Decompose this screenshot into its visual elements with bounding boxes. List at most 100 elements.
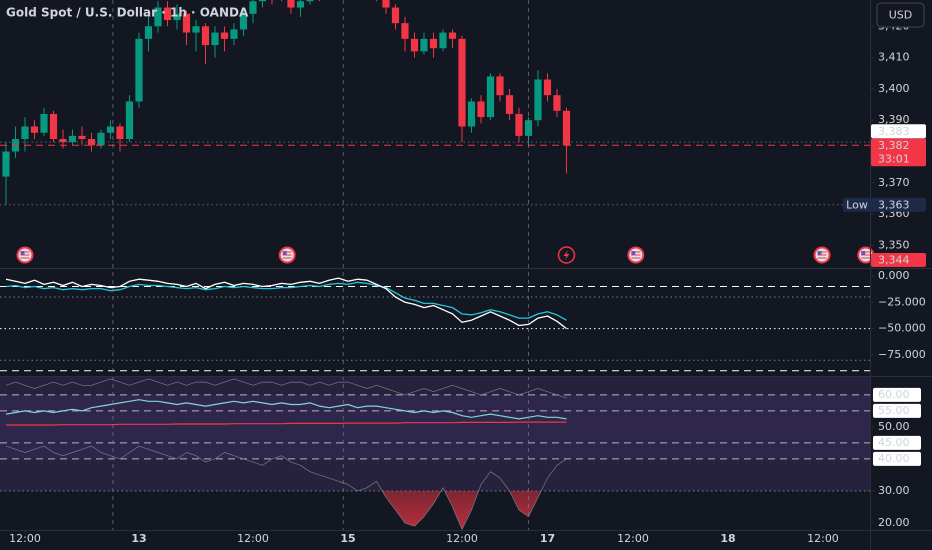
series-line: [5, 277, 567, 330]
x-tick-label: 12:00: [446, 532, 478, 545]
currency-button-frame[interactable]: [876, 2, 925, 28]
price-tag: Low: [846, 198, 868, 211]
x-tick-label: 15: [340, 532, 355, 545]
event-flag-canton: [861, 251, 866, 255]
axes: 3,3503,3603,3703,3803,3903,4003,4103,420…: [9, 19, 926, 545]
candle-body: [458, 38, 466, 127]
candle-body: [382, 0, 390, 8]
candle-body: [106, 126, 115, 133]
event-alert-icon: [563, 250, 570, 260]
chart-title: Gold Spot / U.S. Dollar · 1h · OANDA: [6, 6, 249, 20]
price-tag-box: [843, 197, 871, 212]
y-tick-box: [873, 403, 921, 418]
x-tick-label: 13: [131, 532, 146, 545]
candle-body: [249, 1, 257, 14]
price-label: 3,382: [878, 139, 910, 152]
candle-body: [211, 32, 219, 46]
y-tick-label: 0.000: [878, 269, 910, 282]
candle-body: [543, 79, 552, 96]
series-line: [5, 281, 567, 321]
candle-body: [21, 126, 29, 140]
currency-button[interactable]: USD: [876, 2, 925, 28]
candle-body: [68, 135, 77, 143]
candle-body: [553, 95, 561, 111]
candle-body: [562, 110, 571, 146]
candle-body: [515, 113, 523, 136]
x-tick-label: 12:00: [617, 532, 649, 545]
candle-body: [420, 38, 428, 52]
candle-body: [287, 0, 295, 8]
event-flag-canton: [282, 251, 287, 255]
y-tick-label: 55.00: [878, 404, 910, 417]
plot-area: [0, 0, 875, 530]
y-tick-label: 45.00: [878, 436, 910, 449]
price-label-box: [871, 138, 926, 167]
countdown-label: 33:01: [878, 152, 910, 165]
fill-group: [6, 490, 567, 530]
y-tick-label: −25.000: [878, 295, 926, 308]
y-tick-label: −50.000: [878, 322, 926, 335]
candle-body: [201, 26, 210, 46]
y-tick-label: 3,370: [878, 176, 910, 189]
candle-body: [439, 32, 447, 49]
event-flag-canton: [817, 251, 822, 255]
x-tick-label: 12:00: [9, 532, 41, 545]
candle-body: [220, 32, 229, 39]
candle-body: [410, 38, 419, 52]
candle-body: [30, 126, 39, 133]
price-label-box: [871, 124, 926, 139]
overlay: Gold Spot / U.S. Dollar · 1h · OANDA USD: [6, 2, 925, 28]
y-tick-label: 3,390: [878, 113, 910, 126]
price-label-box: [871, 253, 926, 267]
y-tick-label: 3,350: [878, 238, 910, 251]
candle-body: [116, 126, 124, 140]
y-tick-label: 20.00: [878, 516, 910, 529]
y-tick-label: −75.000: [878, 348, 926, 361]
candle-body: [391, 7, 400, 24]
candle-body: [467, 101, 476, 127]
candle-body: [258, 0, 267, 2]
x-tick-label: 18: [720, 532, 735, 545]
series-line: [5, 399, 567, 420]
candle-body: [154, 7, 162, 27]
candle-body: [40, 113, 48, 133]
candle-body: [59, 139, 67, 143]
y-tick-box: [873, 435, 921, 450]
pane: [0, 0, 870, 206]
candle-body: [144, 26, 153, 39]
candle-body: [486, 76, 495, 118]
y-tick-label: 30.00: [878, 484, 910, 497]
currency-label[interactable]: USD: [889, 9, 913, 22]
x-tick-label: 12:00: [807, 532, 839, 545]
candle-body: [534, 79, 542, 121]
candle-body: [49, 113, 58, 140]
band: [0, 394, 870, 459]
price-label: 3,344: [878, 254, 910, 267]
candle-body: [173, 13, 181, 21]
candle-body: [496, 76, 504, 96]
candle-body: [429, 38, 438, 49]
x-tick-label: 12:00: [237, 532, 269, 545]
candle-body: [401, 23, 409, 39]
candle-body: [2, 151, 10, 177]
candle-body: [239, 13, 248, 30]
event-flag-canton: [631, 251, 636, 255]
y-tick-box: [873, 451, 921, 466]
candle-body: [192, 26, 200, 33]
y-tick-box: [873, 387, 921, 402]
candle-body: [135, 38, 143, 102]
y-tick-label: 50.00: [878, 420, 910, 433]
candle-body: [448, 32, 457, 39]
price-label-box: [871, 197, 926, 212]
candle-body: [230, 29, 238, 39]
series-line: [5, 378, 567, 399]
event-flag-canton: [20, 251, 25, 255]
candle-body: [477, 101, 485, 118]
y-tick-label: 40.00: [878, 452, 910, 465]
pane: [0, 277, 870, 372]
candle-body: [182, 13, 191, 33]
oversold-fill: [6, 490, 567, 530]
